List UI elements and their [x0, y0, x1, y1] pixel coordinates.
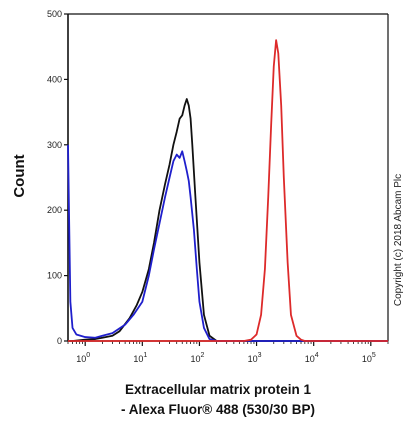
- histogram-series-line-2: [67, 144, 388, 342]
- x-tick-label: 104: [305, 352, 319, 364]
- y-tick-label: 0: [57, 336, 62, 346]
- plot-area: [67, 13, 389, 342]
- y-axis-label: Count: [11, 154, 28, 197]
- x-tick-label: 103: [248, 352, 262, 364]
- y-tick-label: 300: [47, 140, 62, 150]
- x-tick-label: 102: [190, 352, 204, 364]
- histogram-series-line-3: [68, 39, 388, 342]
- copyright-notice: Copyright (c) 2018 Abcam Plc: [393, 174, 404, 306]
- x-axis-label-line1: Extracellular matrix protein 1: [125, 382, 312, 397]
- y-tick-label: 500: [47, 9, 62, 19]
- x-axis-label-line2: - Alexa Fluor® 488 (530/30 BP): [121, 402, 315, 417]
- histogram-series-line-1: [68, 98, 388, 342]
- y-axis-ticks: 0 100 200 300 400 500: [47, 9, 68, 346]
- x-axis-ticks: 100 101 102 103 104 105: [67, 341, 389, 364]
- series-group: [67, 39, 388, 342]
- y-tick-label: 100: [47, 271, 62, 281]
- x-tick-label: 100: [76, 352, 90, 364]
- x-tick-label: 101: [133, 352, 147, 364]
- y-tick-label: 400: [47, 74, 62, 84]
- y-tick-label: 200: [47, 205, 62, 215]
- x-tick-label: 105: [362, 352, 376, 364]
